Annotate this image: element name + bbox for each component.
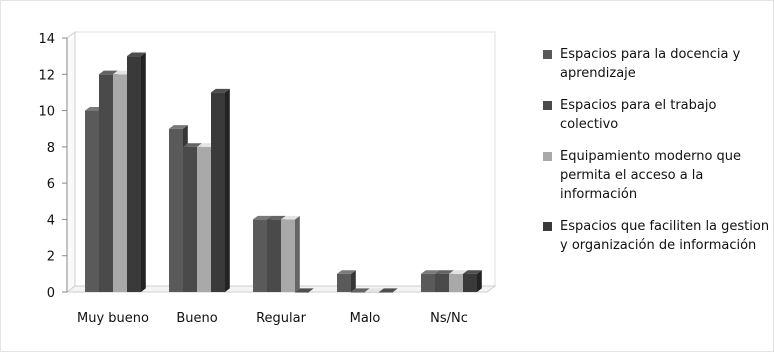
x-tick-label: Malo — [350, 311, 381, 326]
bar-front — [379, 292, 393, 293]
bar-top — [351, 288, 370, 292]
bar — [379, 288, 398, 293]
y-tick-label: 12 — [38, 68, 55, 83]
y-tick-label: 2 — [47, 250, 55, 265]
bar-chart: 0 2 4 6 8 10 12 14 Muy bueno Bueno Regular Malo Ns/… — [38, 31, 497, 326]
bar-front — [197, 146, 211, 292]
bar — [295, 288, 314, 293]
x-tick-label: Ns/Nc — [430, 311, 468, 326]
bar-side — [295, 215, 300, 292]
bar-top — [169, 125, 188, 129]
bar — [463, 270, 482, 292]
bar-front — [351, 292, 365, 293]
legend-item: Espacios para el trabajo colectivo — [543, 96, 773, 134]
bars — [85, 52, 482, 293]
bar-front — [127, 56, 141, 293]
bar-top — [421, 270, 440, 274]
x-tick-label: Bueno — [176, 311, 217, 326]
legend: Espacios para la docencia y aprendizaje E… — [543, 45, 773, 268]
bar-front — [337, 273, 351, 292]
legend-swatch — [543, 50, 552, 59]
bar-side — [225, 88, 230, 292]
bar-front — [85, 110, 99, 292]
y-tick-label: 8 — [47, 141, 55, 156]
bar-front — [449, 273, 463, 292]
y-tick-label: 14 — [38, 32, 55, 47]
category-labels: Muy bueno Bueno Regular Malo Ns/Nc — [77, 311, 468, 326]
bar-top — [337, 270, 356, 274]
bar — [281, 215, 300, 292]
bar-front — [99, 74, 113, 293]
bar-top — [253, 215, 272, 220]
bar-front — [267, 219, 281, 292]
legend-label: Espacios para la docencia y aprendizaje — [560, 47, 741, 81]
bar-front — [253, 219, 267, 292]
bar-top — [365, 288, 384, 292]
bar — [337, 270, 356, 292]
legend-label: Equipamiento moderno que permita el acce… — [560, 149, 742, 202]
bar-front — [463, 273, 477, 292]
y-tick-label: 0 — [47, 286, 55, 301]
bar-side — [141, 52, 146, 292]
bar-top — [295, 288, 314, 292]
bar-front — [211, 92, 225, 292]
legend-item: Equipamiento moderno que permita el acce… — [543, 147, 773, 204]
bar-top — [379, 288, 398, 292]
bar-top — [267, 215, 286, 220]
legend-swatch — [543, 101, 552, 110]
legend-swatch — [543, 222, 552, 231]
bar-top — [435, 270, 454, 274]
legend-label: Espacios para el trabajo colectivo — [560, 98, 717, 132]
bar-front — [113, 74, 127, 293]
x-tick-label: Regular — [256, 311, 307, 326]
bar-top — [281, 215, 300, 220]
bar-side — [477, 270, 482, 292]
y-axis-ticks: 0 2 4 6 8 10 12 14 — [38, 32, 67, 301]
bar-side — [351, 270, 356, 292]
bar-front — [183, 146, 197, 292]
side-wall — [66, 31, 76, 293]
y-tick-label: 6 — [47, 177, 55, 192]
bar-top — [99, 70, 118, 75]
bar-front — [281, 219, 295, 292]
bar-top — [127, 52, 146, 57]
bar — [351, 288, 370, 293]
bar-top — [449, 270, 468, 274]
bar-top — [211, 88, 230, 93]
x-tick-label: Muy bueno — [77, 311, 149, 326]
legend-label: Espacios que faciliten la gestion y orga… — [560, 219, 770, 253]
legend-swatch — [543, 152, 552, 161]
bar-front — [169, 128, 183, 292]
legend-item: Espacios que faciliten la gestion y orga… — [543, 217, 773, 255]
legend-item: Espacios para la docencia y aprendizaje — [543, 45, 773, 83]
bar — [211, 88, 230, 292]
y-tick-label: 10 — [38, 105, 55, 120]
y-tick-label: 4 — [47, 213, 55, 228]
bar-top — [463, 270, 482, 274]
bar — [365, 288, 384, 293]
bar-top — [183, 143, 202, 147]
bar-front — [365, 292, 379, 293]
bar — [127, 52, 146, 293]
bar-front — [295, 292, 309, 293]
bar-front — [421, 273, 435, 292]
bar-front — [435, 273, 449, 292]
